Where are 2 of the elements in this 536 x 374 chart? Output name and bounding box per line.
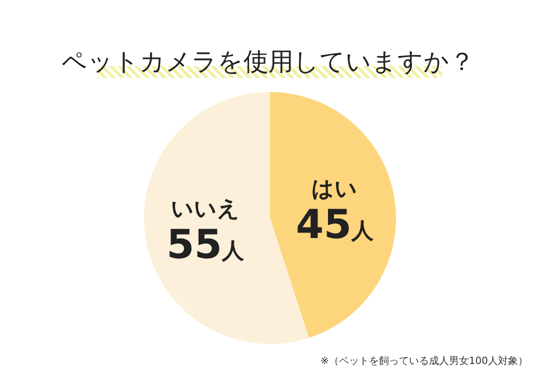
text: ※（ペットを飼っている成人男女100人対象）: [320, 355, 528, 367]
chart-title: ペットカメラを使用していますか？: [62, 47, 474, 76]
